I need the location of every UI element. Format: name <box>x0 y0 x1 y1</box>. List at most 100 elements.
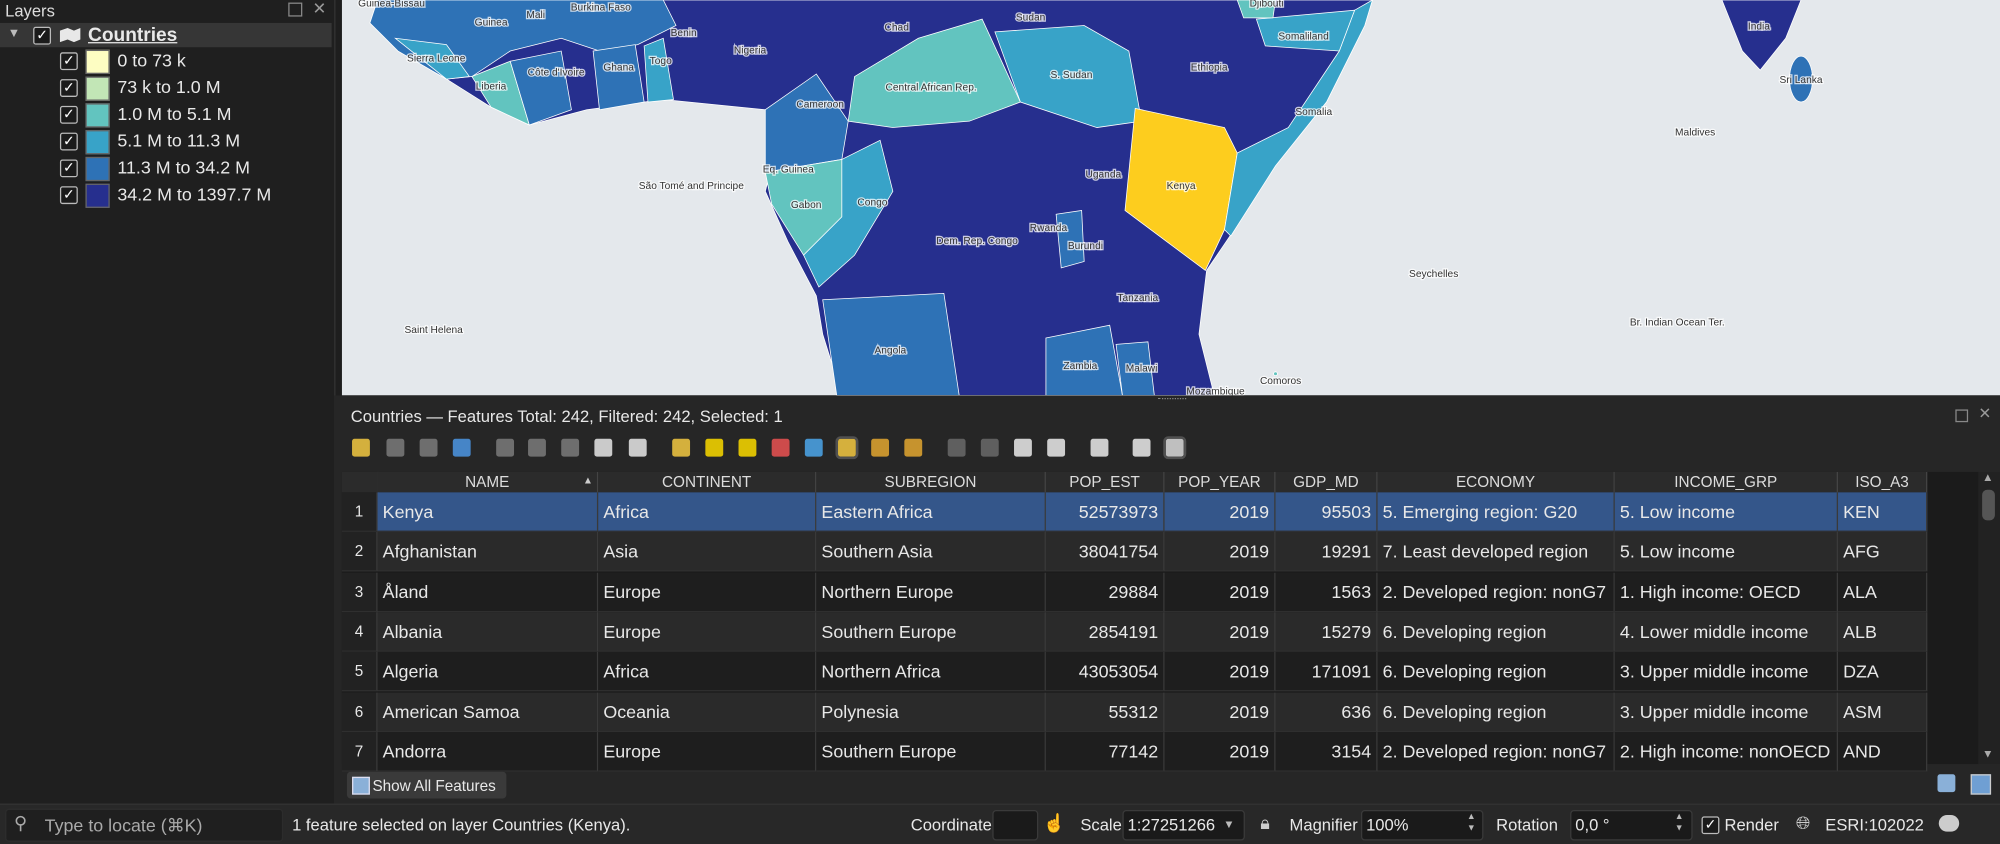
table-cell[interactable]: 38041754 <box>1045 532 1165 572</box>
table-cell[interactable]: Afghanistan <box>377 532 599 572</box>
table-cell[interactable]: Southern Europe <box>816 731 1046 772</box>
legend-checkbox[interactable]: ✓ <box>59 105 78 124</box>
layer-name[interactable]: Countries <box>88 24 178 46</box>
row-header[interactable]: 7 <box>341 731 378 772</box>
table-cell[interactable]: 5. Low income <box>1614 532 1839 572</box>
splitter[interactable] <box>1158 397 1187 402</box>
close-button[interactable]: ✕ <box>312 0 327 18</box>
table-cell[interactable]: Oceania <box>598 691 817 732</box>
table-cell[interactable]: 3. Upper middle income <box>1614 652 1839 692</box>
layer-checkbox[interactable]: ✓ <box>33 26 52 45</box>
table-cell[interactable]: ALA <box>1838 572 1928 612</box>
row-header[interactable]: 2 <box>341 532 378 572</box>
toolbar-button[interactable] <box>804 438 823 457</box>
table-cell[interactable]: Africa <box>598 652 817 692</box>
crs-icon[interactable]: 🌐︎ <box>1795 812 1811 833</box>
table-cell[interactable]: 3154 <box>1275 731 1378 772</box>
toolbar-button[interactable] <box>1090 438 1109 457</box>
coordinate-field[interactable] <box>992 809 1039 841</box>
table-view-button[interactable] <box>1970 774 1992 795</box>
scale-value[interactable]: 1:27251266 <box>1127 815 1216 835</box>
float-button[interactable] <box>288 2 303 17</box>
render-checkbox[interactable]: ✓ <box>1701 816 1720 835</box>
toolbar-button[interactable] <box>947 438 966 457</box>
table-cell[interactable]: Kenya <box>377 492 599 532</box>
table-cell[interactable]: Southern Europe <box>816 612 1046 652</box>
expand-arrow[interactable]: ▼ <box>7 26 21 41</box>
table-cell[interactable]: 5. Low income <box>1614 492 1839 532</box>
legend-checkbox[interactable]: ✓ <box>59 159 78 178</box>
table-cell[interactable]: 77142 <box>1045 731 1165 772</box>
table-cell[interactable]: Northern Africa <box>816 652 1046 692</box>
table-cell[interactable]: 2. Developed region: nonG7 <box>1377 731 1615 772</box>
toolbar-button[interactable] <box>352 438 370 457</box>
map-canvas[interactable]: Guinea-Bissau Guinea Mali Burkina Faso Djibo… <box>341 0 2000 396</box>
scrollbar[interactable] <box>1978 471 2000 765</box>
toolbar-button[interactable] <box>528 438 546 457</box>
row-header[interactable]: 6 <box>341 691 378 732</box>
column-header[interactable]: ECONOMY <box>1377 471 1615 493</box>
scroll-down[interactable]: ▼ <box>1982 747 1994 761</box>
table-cell[interactable]: 2019 <box>1164 731 1276 772</box>
layer-row[interactable] <box>0 22 332 48</box>
scale-dropdown[interactable]: ▼ <box>1223 817 1235 831</box>
table-cell[interactable]: Albania <box>377 612 599 652</box>
table-cell[interactable]: 5. Emerging region: G20 <box>1377 492 1615 532</box>
column-header[interactable]: CONTINENT <box>598 471 817 493</box>
scale-field[interactable] <box>1122 809 1245 841</box>
table-cell[interactable]: Europe <box>598 731 817 772</box>
table-cell[interactable]: Andorra <box>377 731 599 772</box>
table-cell[interactable]: 2019 <box>1164 532 1276 572</box>
toolbar-button[interactable] <box>561 438 580 457</box>
column-header[interactable]: SUBREGION <box>816 471 1046 493</box>
locator-placeholder[interactable]: Type to locate (⌘K) <box>44 815 203 836</box>
table-cell[interactable]: 6. Developing region <box>1377 612 1615 652</box>
table-cell[interactable]: Asia <box>598 532 817 572</box>
toolbar-button[interactable] <box>705 438 724 457</box>
rotation-spin[interactable]: ▲ ▼ <box>1674 812 1684 833</box>
filter-button-label[interactable]: Show All Features <box>372 776 496 795</box>
render-label[interactable]: Render <box>1724 815 1779 835</box>
toolbar-button[interactable] <box>904 438 923 457</box>
table-cell[interactable]: Europe <box>598 612 817 652</box>
table-cell[interactable]: 2. Developed region: nonG7 <box>1377 572 1615 612</box>
toolbar-button[interactable] <box>386 438 405 457</box>
table-cell[interactable]: ALB <box>1838 612 1928 652</box>
table-cell[interactable]: Northern Europe <box>816 572 1046 612</box>
toolbar-button[interactable] <box>871 438 890 457</box>
table-cell[interactable]: 171091 <box>1275 652 1378 692</box>
magnifier-spin[interactable]: ▲ ▼ <box>1466 812 1476 833</box>
table-cell[interactable]: 2. High income: nonOECD <box>1614 731 1839 772</box>
lock-icon[interactable]: 🔒︎ <box>1260 812 1270 833</box>
toolbar-button[interactable] <box>1163 436 1187 460</box>
toolbar-button[interactable] <box>628 438 647 457</box>
table-cell[interactable]: 1563 <box>1275 572 1378 612</box>
row-header[interactable]: 4 <box>341 612 378 652</box>
row-header[interactable]: 1 <box>341 492 378 532</box>
table-cell[interactable]: Eastern Africa <box>816 492 1046 532</box>
magnifier-value[interactable]: 100% <box>1366 815 1409 835</box>
table-cell[interactable]: DZA <box>1838 652 1928 692</box>
row-header[interactable]: 3 <box>341 572 378 612</box>
locator-box[interactable] <box>5 808 284 842</box>
table-cell[interactable]: 2019 <box>1164 492 1276 532</box>
table-cell[interactable]: 29884 <box>1045 572 1165 612</box>
column-header[interactable]: ISO_A3 <box>1838 471 1928 493</box>
sort-indicator[interactable]: ▲ <box>582 474 594 486</box>
table-cell[interactable]: 15279 <box>1275 612 1378 652</box>
table-cell[interactable]: 95503 <box>1275 492 1378 532</box>
table-cell[interactable]: 52573973 <box>1045 492 1165 532</box>
table-cell[interactable]: KEN <box>1838 492 1928 532</box>
table-cell[interactable]: AND <box>1838 731 1928 772</box>
toolbar-button[interactable] <box>496 438 515 457</box>
scroll-thumb[interactable] <box>1982 489 1995 521</box>
table-cell[interactable]: Åland <box>377 572 599 612</box>
table-cell[interactable]: 4. Lower middle income <box>1614 612 1839 652</box>
table-cell[interactable]: ASM <box>1838 691 1928 732</box>
table-cell[interactable]: 6. Developing region <box>1377 691 1615 732</box>
filter-button[interactable] <box>346 771 507 799</box>
column-header[interactable]: NAME <box>377 471 599 493</box>
table-cell[interactable]: Algeria <box>377 652 599 692</box>
magnifier-field[interactable] <box>1360 809 1484 841</box>
table-cell[interactable]: American Samoa <box>377 691 599 732</box>
